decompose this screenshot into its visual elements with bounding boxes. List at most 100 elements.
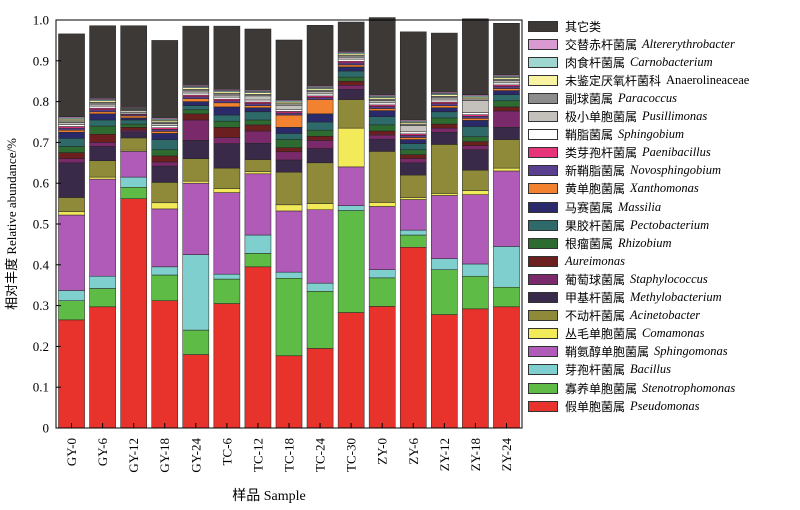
x-tick-label: ZY-12 [437,438,452,471]
legend-latin-label: Carnobacterium [630,54,713,69]
bar-segment [431,127,458,133]
bar-segment [151,165,179,183]
legend-item: 极小单胞菌属 Pusillimonas [528,108,707,126]
bar-segment [306,93,334,97]
bar-segment [89,111,116,115]
legend-latin-label: Pectobacterium [630,217,710,232]
bar-segment [306,89,334,93]
bar-segment [213,188,241,193]
bar-segment [306,25,334,87]
bar-segment [151,202,179,210]
bar-segment [431,105,458,108]
legend-latin-label: Xanthomonas [630,181,699,196]
x-tick-label: TC-18 [282,438,297,472]
bar-segment [431,258,458,270]
x-tick-label: GY-6 [95,438,110,467]
bar-segment [213,303,241,429]
bar-segment [213,106,241,116]
bar-segment [493,306,520,429]
bar-segment [151,266,179,276]
bar-segment [493,100,520,108]
legend-latin-label: Paenibacillus [642,145,711,160]
bar-segment [58,211,85,216]
x-tick-label: GY-0 [64,438,79,466]
legend-label: 不动杆菌属 [565,309,626,324]
bar-segment [244,99,272,103]
bar-segment [368,130,396,136]
legend-swatch [528,56,558,68]
bar-segment [182,140,210,159]
bar-segment [431,99,458,103]
legend-label: 果胶杆菌属 [565,218,626,233]
bar-segment [337,58,365,62]
bar-segment [244,142,272,160]
bar-segment [151,139,179,150]
x-tick-label: ZY-0 [375,438,390,465]
bar-segment [306,97,334,100]
bar-segment [182,98,210,102]
legend-swatch [528,111,558,122]
y-tick-label: 0 [43,421,50,436]
legend-latin-label: Stenotrophomonas [642,380,736,395]
y-tick-label: 0.1 [33,380,49,395]
legend-swatch [528,129,558,141]
legend-label: 芽孢杆菌属 [565,363,626,378]
bar-segment [337,85,365,90]
bar-segment [306,99,334,115]
bar-segment [182,90,210,94]
bar-segment [337,127,365,168]
bar-segment [462,308,489,429]
bar-segment [275,204,303,212]
bar-segment [244,94,272,97]
legend-item: 交替赤杆菌属 Altererythrobacter [528,35,735,53]
bar-segment [151,274,179,301]
bar-segment [306,140,334,149]
bar-segment [89,160,116,178]
legend-item: 黄单胞菌属 Xanthomonas [528,180,699,198]
bar-segment [493,139,520,169]
bar-segment [182,113,210,121]
legend-swatch [528,237,558,249]
legend-label: 极小单胞菌属 [565,110,638,124]
bar-segment [58,319,85,429]
bar-segment [337,205,365,211]
bar-segment [275,147,303,153]
bar-segment [399,131,427,135]
bar-segment [120,115,147,119]
bar-segment [431,195,458,259]
bar-segment [89,109,116,113]
bar-segment [368,277,396,307]
bar-segment [275,151,303,161]
bar-segment [275,271,303,279]
bar-segment [462,149,489,171]
legend-item: 新鞘脂菌属 Novosphingobium [528,162,721,180]
bar-segment [399,162,427,176]
y-tick-label: 0.6 [33,176,50,191]
legend-swatch [528,273,558,285]
legend-item: 果胶杆菌属 Pectobacterium [528,216,709,234]
bar-segment [275,210,303,273]
bar-segment [58,290,85,301]
bar-segment [399,199,427,231]
legend-item: 鞘脂菌属 Sphingobium [528,126,684,144]
bar-segment [368,151,396,203]
legend-label: 新鞘脂菌属 [565,164,626,179]
bar-segment [89,133,116,143]
bar-segment [213,192,241,275]
bar-segment [399,125,427,133]
bar-segment [244,105,272,108]
bar-segment [275,105,303,110]
legend-label: 未鉴定厌氧杆菌科 [565,73,662,88]
legend-item: Aureimonas [528,252,625,270]
bar-segment [89,125,116,135]
bar-segment [151,123,179,126]
bar-segment [213,120,241,128]
legend-latin-label: Sphingobium [618,127,684,142]
bar-segment [151,161,179,167]
bar-segment [182,329,210,355]
bar-segment [244,107,272,113]
bar-segment [89,306,116,429]
bar-segment [89,113,116,121]
bar-segment [337,210,365,313]
bar-segment [58,33,85,117]
